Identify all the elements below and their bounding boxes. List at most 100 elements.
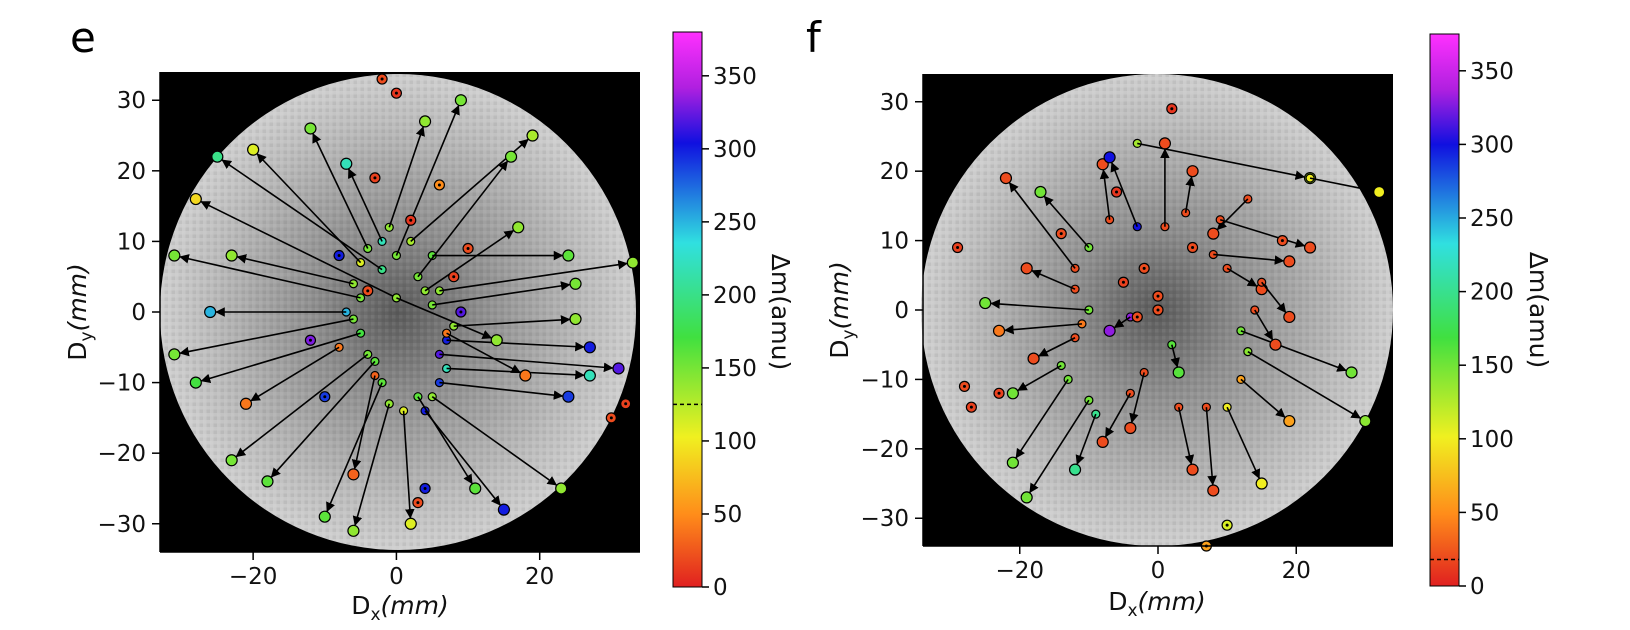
displacement-arrow	[352, 403, 391, 526]
displacement-arrow	[1309, 177, 1375, 194]
panel-e-colorbar-tick-label: 50	[713, 502, 742, 528]
data-point-center	[1225, 523, 1229, 527]
displacement-arrow	[1216, 198, 1249, 231]
displacement-arrow	[1043, 195, 1090, 249]
displacement-arrow	[351, 375, 376, 470]
arrow-end-point	[189, 376, 202, 389]
data-point-center	[1135, 315, 1139, 319]
displacement-arrow	[179, 254, 361, 299]
panel-e-colorbar-tick-label: 250	[713, 210, 757, 236]
panel-e-colorbar: 0 50 100 150 200 250 300 350 Δm(amu)	[672, 31, 795, 601]
panel-e-colorbar-tick-label: 200	[713, 283, 757, 309]
arrow-end-point	[1207, 484, 1220, 497]
panel-e-label: e	[70, 13, 96, 62]
panel-f-colorbar-gradient	[1429, 33, 1460, 587]
panel-e-xtick-label: 20	[525, 564, 554, 590]
arrow-end-point	[512, 221, 525, 234]
arrow-end-point	[1345, 366, 1358, 379]
displacement-arrow	[446, 339, 585, 352]
arrow-end-point	[189, 192, 202, 206]
data-point-center	[308, 338, 312, 342]
panel-f-xtick-label: −20	[995, 558, 1044, 584]
displacement-arrow	[1008, 182, 1076, 269]
displacement-arrow	[1017, 364, 1062, 392]
data-point-center	[452, 275, 456, 279]
panel-e-colorbar-tick-label: 350	[713, 64, 757, 90]
displacement-arrow	[270, 360, 376, 478]
data-point-center	[423, 486, 427, 490]
displacement-arrow	[431, 396, 558, 486]
arrow-end-point	[1020, 262, 1033, 275]
displacement-arrow	[1110, 161, 1139, 228]
arrow-end-point	[454, 94, 467, 107]
panel-e-colorbar-tick-label: 300	[713, 137, 757, 163]
arrow-end-point	[526, 129, 539, 142]
displacement-arrow	[388, 126, 425, 228]
data-point-center	[997, 391, 1001, 395]
displacement-arrow	[1213, 253, 1285, 265]
panel-f-label: f	[806, 13, 822, 62]
displacement-arrow	[1029, 399, 1090, 494]
arrow-end-point	[992, 324, 1006, 337]
data-point-center	[1191, 246, 1195, 250]
arrow-end-point	[1186, 463, 1199, 476]
panel-e-colorbar-ticks: 0 50 100 150 200 250 300 350	[702, 64, 757, 601]
displacement-arrow	[1099, 169, 1111, 220]
displacement-arrow	[1247, 350, 1362, 419]
displacement-arrow	[1184, 176, 1195, 213]
displacement-arrow	[236, 254, 354, 285]
panel-f-colorbar-tick-label: 200	[1470, 280, 1514, 306]
panel-f-colorbar-tick-label: 0	[1470, 574, 1485, 600]
arrow-end-point	[1103, 324, 1116, 337]
arrow-end-point	[999, 172, 1013, 185]
data-point-center	[409, 218, 413, 222]
panel-e-ytick-label: 0	[131, 300, 146, 326]
panel-f-colorbar-label: Δm(amu)	[1524, 252, 1553, 368]
panel-e-colorbar-tick-label: 0	[713, 575, 728, 601]
displacement-arrow	[1205, 407, 1217, 486]
displacement-arrow	[1261, 281, 1287, 313]
data-point-center	[1121, 280, 1125, 284]
arrow-end-point	[569, 312, 582, 326]
data-point-center	[416, 501, 420, 505]
displacement-arrow	[1075, 413, 1097, 465]
panel-f: f −20 0 20 Dx(mm) −30 −20 −10	[806, 13, 1553, 621]
arrow-end-point	[340, 157, 353, 170]
data-point-center	[373, 176, 377, 180]
displacement-arrow	[1004, 323, 1083, 335]
displacement-arrow	[200, 200, 397, 299]
displacement-arrow	[326, 382, 383, 513]
displacement-arrow	[1015, 378, 1069, 459]
arrow-end-point	[247, 143, 260, 156]
displacement-arrow	[432, 281, 571, 306]
panel-e-ytick-label: 30	[117, 88, 146, 114]
arrow-end-point	[562, 249, 575, 262]
arrow-end-point	[1283, 255, 1296, 268]
arrow-end-point	[1373, 185, 1386, 199]
displacement-arrow	[1177, 407, 1195, 465]
arrow-end-point	[1172, 366, 1185, 379]
displacement-arrow	[439, 381, 564, 400]
arrow-end-point	[1158, 137, 1172, 150]
arrow-end-point	[1006, 387, 1019, 400]
displacement-arrow	[235, 353, 369, 458]
arrow-end-point	[347, 468, 360, 481]
data-point-center	[437, 183, 441, 187]
arrow-end-point	[1359, 414, 1372, 428]
displacement-arrow	[402, 410, 415, 519]
data-point-center	[323, 395, 327, 399]
displacement-arrow	[1104, 392, 1132, 438]
arrow-end-point	[497, 503, 510, 516]
data-point-center	[459, 310, 463, 314]
arrow-end-point	[239, 397, 253, 410]
arrow-end-point	[519, 369, 532, 382]
panel-f-x-axis: −20 0 20	[923, 545, 1393, 584]
arrow-end-point	[1269, 338, 1282, 351]
data-point-center	[956, 246, 960, 250]
displacement-arrow	[424, 230, 515, 292]
data-point-center	[1156, 308, 1160, 312]
displacement-arrow	[200, 332, 361, 383]
panel-e-colorbar-tick-label: 100	[713, 429, 757, 455]
panel-e-colorbar-tick-label: 150	[713, 356, 757, 382]
